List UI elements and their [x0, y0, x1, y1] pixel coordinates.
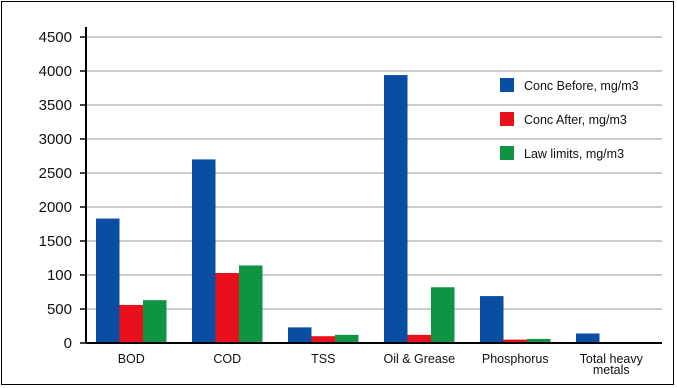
bar-2-4	[407, 334, 431, 343]
legend-label-1: Conc Before, mg/m3	[524, 79, 639, 93]
y-tick-label: 3500	[39, 97, 72, 114]
y-tick-label: 0	[64, 335, 72, 352]
y-tick-label: 4000	[39, 63, 72, 80]
x-category-label: BOD	[118, 352, 145, 366]
bar-2-2	[215, 272, 239, 343]
x-category-label-line: metals	[593, 363, 630, 377]
y-tick-label: 1500	[39, 233, 72, 250]
legend-label-3: Law limits, mg/m3	[524, 147, 624, 161]
x-category-label: Total heavy metals	[580, 352, 644, 377]
y-tick-label: 2500	[39, 165, 72, 182]
x-category-label-line: COD	[213, 352, 241, 366]
legend-swatch-1	[500, 78, 514, 92]
bar-2-5	[503, 339, 527, 343]
bar-1-5	[480, 296, 504, 343]
bar-1-4	[384, 75, 408, 343]
x-category-label-line: Oil & Grease	[383, 352, 455, 366]
y-tick-label: 100	[47, 267, 72, 284]
x-category-label-line: TSS	[311, 352, 335, 366]
y-tick-label: 3000	[39, 131, 72, 148]
x-category-label: COD	[213, 352, 241, 366]
legend-swatch-2	[500, 112, 514, 126]
x-category-label-line: BOD	[118, 352, 145, 366]
legend-label-2: Conc After, mg/m3	[524, 113, 627, 127]
x-category-label-line: Total heavy	[580, 352, 644, 366]
x-category-label-line: Phosphorus	[482, 352, 549, 366]
y-tick-label: 4500	[39, 29, 72, 46]
bar-3-1	[143, 300, 167, 343]
bar-1-2	[192, 159, 216, 343]
bar-1-3	[288, 327, 312, 343]
x-category-label: TSS	[311, 352, 335, 366]
bar-3-4	[431, 287, 455, 343]
bar-1-6	[576, 333, 600, 343]
bar-1-1	[96, 218, 120, 343]
x-category-label: Oil & Grease	[383, 352, 455, 366]
legend-swatch-3	[500, 146, 514, 160]
y-tick-label: 2000	[39, 199, 72, 216]
bar-2-1	[119, 304, 143, 343]
x-category-label: Phosphorus	[482, 352, 549, 366]
y-tick-label: 500	[47, 301, 72, 318]
bar-2-3	[311, 336, 335, 343]
bar-3-2	[239, 265, 263, 343]
bar-3-3	[335, 334, 359, 343]
bar-3-5	[527, 338, 551, 343]
